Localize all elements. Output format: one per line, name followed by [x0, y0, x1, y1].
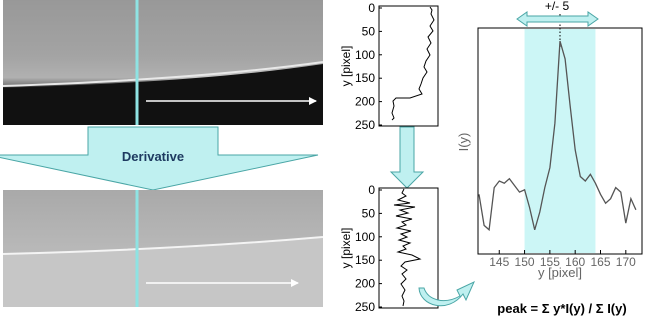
x-tick-label: 160	[565, 255, 585, 269]
derivative-curve	[393, 188, 422, 307]
window-annotation: +/- 5	[516, 0, 599, 27]
derivative-image	[2, 190, 324, 307]
y-tick-label: 250	[355, 300, 375, 314]
profile-y-ticks: 0 50 100 150 200 250	[355, 1, 382, 132]
profile-curve	[391, 6, 435, 121]
surface-texture	[3, 0, 323, 86]
x-tick-label: 155	[540, 255, 560, 269]
peak-x-ticks: 145 150 155 160 165 170	[489, 250, 636, 269]
derivative-arrow: Derivative	[0, 126, 319, 191]
derivative-profile-plot: 0 50 100 150 200 250 y [pixel]	[339, 183, 439, 314]
x-tick-label: 170	[616, 255, 636, 269]
y-tick-label: 0	[368, 183, 375, 197]
peak-formula: peak = Σ y*I(y) / Σ I(y)	[497, 301, 626, 316]
y-tick-label: 50	[362, 206, 376, 220]
y-tick-label: 150	[355, 71, 375, 85]
derivative-edge	[2, 236, 324, 255]
peak-xlabel: y [pixel]	[538, 265, 582, 280]
peak-ylabel: I(y)	[456, 133, 471, 152]
y-tick-label: 200	[355, 95, 375, 109]
derivative-y-ticks: 0 50 100 150 200 250	[355, 183, 382, 314]
y-tick-label: 200	[355, 277, 375, 291]
y-tick-label: 150	[355, 253, 375, 267]
y-tick-label: 100	[355, 48, 375, 62]
peak-window-highlight	[524, 29, 596, 253]
derivative-arrow-shape	[0, 126, 319, 191]
y-tick-label: 0	[368, 1, 375, 15]
double-arrow	[516, 11, 599, 27]
x-tick-label: 145	[489, 255, 509, 269]
dark-background	[3, 64, 323, 125]
derivative-ylabel: y [pixel]	[339, 228, 353, 269]
x-tick-label: 165	[590, 255, 610, 269]
peak-chart: 145 150 155 160 165 170 y [pixel] I(y)	[456, 14, 643, 280]
intensity-profile-plot: 0 50 100 150 200 250 y [pixel]	[339, 1, 439, 132]
y-tick-label: 50	[362, 24, 376, 38]
y-tick-label: 100	[355, 230, 375, 244]
x-tick-label: 150	[515, 255, 535, 269]
limb-edge	[2, 61, 324, 87]
peak-curve	[478, 40, 637, 232]
window-label: +/- 5	[545, 0, 570, 13]
original-image	[2, 0, 324, 125]
profile-plot-frame	[378, 5, 439, 127]
profile-ylabel: y [pixel]	[339, 46, 353, 87]
derivative-dark-region	[3, 238, 323, 307]
down-arrow	[389, 126, 425, 189]
y-tick-label: 250	[355, 118, 375, 132]
curved-arrow	[418, 280, 476, 307]
derivative-label: Derivative	[122, 149, 184, 164]
